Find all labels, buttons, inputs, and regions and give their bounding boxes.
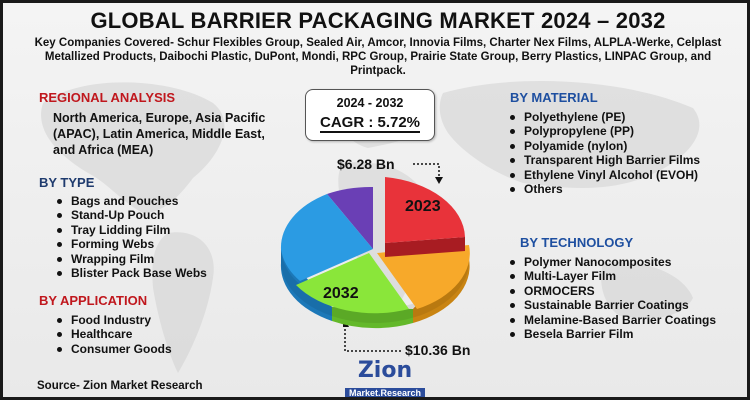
logo-sub-text: Market.Research (344, 388, 426, 397)
list-item: Tray Lidding Film (55, 223, 270, 237)
by-material-list: Polyethylene (PE) Polypropylene (PP) Pol… (508, 110, 743, 196)
pie-label-2032: 2032 (323, 285, 359, 302)
list-item: Blister Pack Base Webs (55, 266, 270, 280)
list-item: Wrapping Film (55, 252, 270, 266)
by-technology-list: Polymer Nanocomposites Multi-Layer Film … (508, 255, 733, 341)
pie-slice-purple (327, 186, 373, 249)
cagr-value: CAGR : 5.72% (319, 114, 421, 133)
list-item: Stand-Up Pouch (55, 208, 270, 222)
list-item: Bags and Pouches (55, 194, 270, 208)
pie-slice-red (385, 177, 465, 243)
market-pie-chart: 2023 2032 (280, 177, 470, 329)
by-type-list: Bags and Pouches Stand-Up Pouch Tray Lid… (55, 194, 270, 280)
list-item: Polypropylene (PP) (508, 124, 743, 138)
list-item: Sustainable Barrier Coatings (508, 298, 733, 312)
cagr-box: 2024 - 2032 CAGR : 5.72% (305, 89, 435, 141)
list-item: Transparent High Barrier Films (508, 153, 743, 167)
key-companies-text: Key Companies Covered- Schur Flexibles G… (34, 37, 722, 77)
list-item: Polyethylene (PE) (508, 110, 743, 124)
list-item: Others (508, 182, 743, 196)
list-item: Consumer Goods (55, 342, 270, 356)
pie-slice-red-depth (385, 237, 465, 257)
list-item: Forming Webs (55, 237, 270, 251)
list-item: Melamine-Based Barrier Coatings (508, 313, 733, 327)
list-item: ORMOCERS (508, 284, 733, 298)
value-2023-label: $6.28 Bn (337, 156, 395, 172)
by-application-list: Food Industry Healthcare Consumer Goods (55, 313, 270, 356)
cagr-years: 2024 - 2032 (336, 96, 404, 110)
regional-analysis-heading: REGIONAL ANALYSIS (39, 90, 176, 105)
list-item: Healthcare (55, 327, 270, 341)
list-item: Polymer Nanocomposites (508, 255, 733, 269)
by-material-heading: BY MATERIAL (510, 90, 598, 105)
list-item: Food Industry (55, 313, 270, 327)
by-application-heading: BY APPLICATION (39, 293, 148, 308)
pie-label-2023: 2023 (405, 198, 441, 215)
list-item: Besela Barrier Film (508, 327, 733, 341)
value-2032-label: $10.36 Bn (405, 342, 471, 358)
source-credit: Source- Zion Market Research (37, 380, 203, 392)
list-item: Polyamide (nylon) (508, 139, 743, 153)
pie-slice-orange (377, 245, 470, 309)
zion-logo: Zion Market.Research (335, 358, 435, 397)
list-item: Multi-Layer Film (508, 269, 733, 283)
regional-analysis-text: North America, Europe, Asia Pacific (APA… (53, 111, 266, 157)
by-type-heading: BY TYPE (39, 175, 95, 190)
pie-slice-green (296, 253, 409, 314)
list-item: Ethylene Vinyl Alcohol (EVOH) (508, 168, 743, 182)
pie-slice-blue (280, 194, 373, 281)
page-title: GLOBAL BARRIER PACKAGING MARKET 2024 – 2… (90, 8, 666, 33)
logo-main-text: Zion (357, 358, 413, 383)
by-technology-heading: BY TECHNOLOGY (520, 235, 634, 250)
